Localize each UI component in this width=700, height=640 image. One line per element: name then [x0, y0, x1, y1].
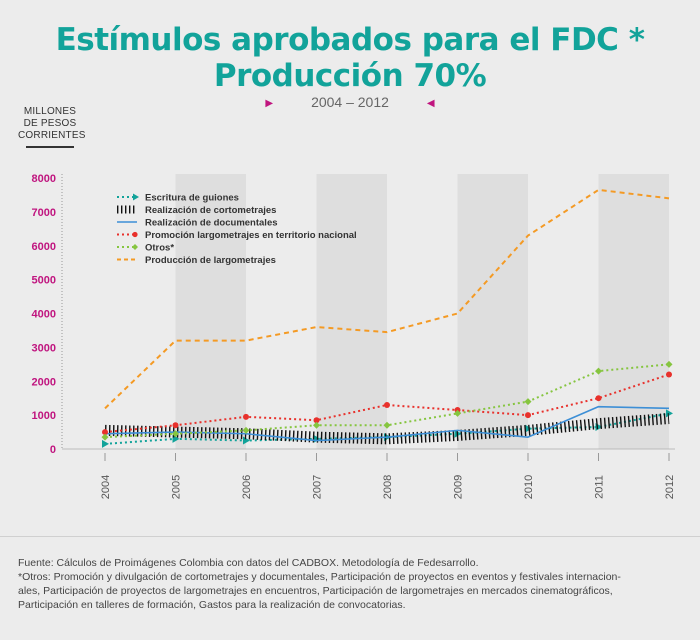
- unit-label-line: MILLONES: [23, 106, 77, 117]
- y-tick-label: 7000: [32, 207, 56, 219]
- data-point: [172, 430, 179, 438]
- x-tick-label: 2008: [382, 475, 394, 499]
- data-point: [101, 433, 109, 441]
- y-tick-label: 3000: [32, 342, 56, 354]
- series-line: [104, 412, 670, 445]
- data-point: [172, 422, 179, 429]
- background-band: [316, 174, 387, 449]
- background-band: [598, 174, 669, 449]
- line-chart: 0 1000 2000 3000 4000 5000 6000 7000 8000 2004 200…: [32, 173, 676, 499]
- chart-title-line2: Producción 70%: [213, 58, 487, 94]
- data-point: [454, 409, 461, 417]
- y-tick-label: 8000: [32, 173, 56, 185]
- legend-label: Realización de cortometrajes: [145, 205, 276, 216]
- triangle-right-icon: ▶: [265, 98, 274, 109]
- legend-marker: [132, 231, 138, 238]
- legend-item: Escritura de guiones: [117, 193, 239, 204]
- legend-label: Realización de documentales: [145, 218, 278, 229]
- data-point: [595, 367, 602, 375]
- unit-label-line: CORRIENTES: [18, 130, 86, 141]
- series-line: [104, 188, 670, 410]
- x-tick-label: 2012: [664, 475, 676, 499]
- x-tick-label: 2010: [523, 475, 535, 499]
- data-point: [243, 436, 250, 445]
- footnote-line: *Otros: Promoción y divulgación de corto…: [18, 571, 621, 583]
- data-point: [313, 421, 320, 429]
- data-point: [665, 360, 673, 368]
- footer-divider: [0, 536, 700, 537]
- legend-item: Producción de largometrajes: [117, 255, 276, 266]
- data-point: [242, 426, 250, 434]
- background-band: [457, 174, 528, 449]
- legend-label: Promoción largometrajes en territorio na…: [145, 230, 357, 241]
- unit-label-underline: [26, 146, 74, 148]
- data-point: [666, 371, 672, 378]
- footer-notes: Fuente: Cálculos de Proimágenes Colombia…: [18, 556, 686, 612]
- x-tick-label: 2006: [241, 475, 253, 499]
- legend-item: Realización de cortometrajes: [117, 205, 276, 216]
- data-point: [243, 413, 249, 420]
- chart-title: Estímulos aprobados para el FDC * Produc…: [0, 22, 700, 94]
- x-tick-label: 2009: [453, 475, 465, 499]
- legend-item: Otros*: [117, 243, 174, 254]
- data-point: [384, 401, 390, 408]
- y-tick-label: 5000: [32, 275, 56, 287]
- series-line: [104, 405, 670, 442]
- data-point: [525, 412, 531, 419]
- y-tick-label: 0: [50, 444, 56, 456]
- legend-label: Producción de largometrajes: [145, 255, 276, 266]
- y-tick-label: 1000: [32, 410, 56, 422]
- y-tick-label: 6000: [32, 241, 56, 253]
- source-note: Fuente: Cálculos de Proimágenes Colombia…: [18, 557, 479, 569]
- triangle-left-icon: ◀: [426, 98, 435, 109]
- x-tick-label: 2004: [100, 475, 112, 499]
- x-tick-label: 2005: [171, 475, 183, 499]
- data-point: [383, 421, 391, 429]
- data-point: [666, 409, 673, 418]
- footnote-line: ales, Participación de proyectos de larg…: [18, 585, 613, 597]
- data-point: [102, 429, 108, 436]
- legend-marker: [132, 244, 138, 250]
- legend-marker: [133, 193, 139, 201]
- data-point: [595, 395, 602, 402]
- legend-label: Escritura de guiones: [145, 193, 239, 204]
- chart-title-line1: Estímulos aprobados para el FDC *: [55, 22, 645, 58]
- x-tick-label: 2011: [594, 475, 606, 499]
- y-tick-label: 4000: [32, 309, 56, 321]
- series-line: [104, 363, 670, 439]
- unit-label-line: DE PESOS: [23, 118, 77, 129]
- legend-label: Otros*: [145, 243, 174, 254]
- chart-subtitle: 2004 – 2012: [311, 94, 389, 110]
- chart-subtitle-row: ▶ 2004 – 2012 ◀: [0, 94, 700, 110]
- data-point: [524, 398, 532, 406]
- y-tick-label: 2000: [32, 376, 56, 388]
- legend-item: Promoción largometrajes en territorio na…: [117, 230, 357, 241]
- background-band: [175, 174, 246, 449]
- data-point: [313, 417, 320, 424]
- y-axis-unit-label: MILLONES DE PESOS CORRIENTES: [18, 106, 86, 142]
- legend-item: Realización de documentales: [117, 218, 278, 229]
- data-point: [102, 439, 109, 448]
- footnote-line: Participación en talleres de formación, …: [18, 599, 406, 611]
- x-tick-label: 2007: [312, 475, 324, 499]
- series-lines: [101, 188, 673, 448]
- background-bands: [175, 174, 669, 449]
